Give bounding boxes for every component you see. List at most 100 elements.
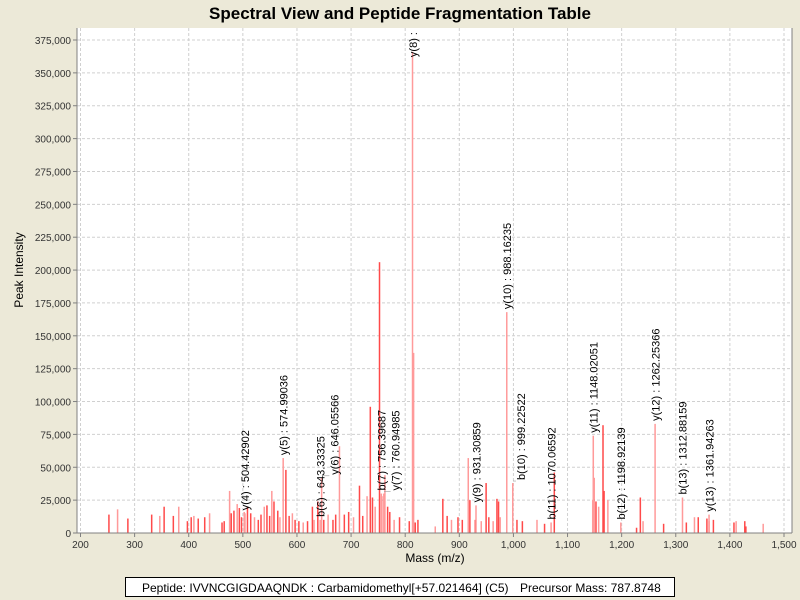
peak-bar (369, 406, 372, 533)
peak-bar (193, 515, 195, 533)
peak-bar (639, 497, 642, 533)
peak-bar (389, 511, 391, 533)
peak-annotation: b(13) : 1312.88159 (678, 402, 690, 495)
chart-title: Spectral View and Peptide Fragmentation … (209, 4, 591, 23)
peak-bar (492, 521, 494, 533)
peak-bar (260, 514, 262, 533)
peak-bar (706, 518, 708, 533)
peak-bar (712, 519, 715, 533)
peak-bar (352, 517, 355, 533)
y-tick-label: 250,000 (35, 200, 72, 211)
peak-bar (361, 515, 364, 533)
x-tick-label: 1,500 (771, 540, 796, 551)
peak-bar (197, 518, 199, 533)
y-tick-label: 325,000 (35, 102, 72, 113)
y-tick-label: 275,000 (35, 167, 72, 178)
x-tick-label: 900 (451, 540, 468, 551)
peak-bar (243, 511, 245, 533)
y-tick-label: 75,000 (40, 430, 71, 441)
peak-bar (733, 522, 735, 533)
x-tick-label: 1,400 (717, 540, 742, 551)
peak-bar (172, 515, 175, 533)
peak-bar (302, 522, 304, 533)
peak-bar (685, 522, 688, 533)
peak-bar (277, 510, 279, 533)
x-tick-label: 700 (343, 540, 360, 551)
peak-bar (543, 523, 546, 533)
annotated-peak-bar (282, 458, 284, 533)
peak-bar (408, 521, 411, 533)
peak-annotation: y(5) : 574.99036 (278, 375, 290, 455)
peak-bar (603, 490, 605, 533)
x-axis-label: Mass (m/z) (405, 551, 464, 565)
peak-bar (273, 501, 275, 533)
peak-bar (240, 517, 243, 533)
peak-bar (469, 500, 471, 533)
annotated-peak-bar (475, 505, 477, 533)
y-axis-label: Peak Intensity (12, 232, 26, 307)
peak-bar (298, 521, 300, 533)
y-tick-label: 100,000 (35, 398, 72, 409)
peak-annotation: y(9) : 931.30859 (471, 422, 483, 502)
peak-bar (347, 511, 350, 533)
legend-peptide: Peptide: IVVNCGIGDAAQNDK : Carbamidometh… (142, 581, 509, 595)
peak-bar (271, 490, 273, 533)
y-tick-label: 0 (65, 529, 71, 540)
y-tick-label: 200,000 (35, 266, 72, 277)
peak-bar (536, 519, 538, 533)
peak-bar (442, 498, 444, 533)
peak-bar (446, 515, 448, 533)
x-tick-label: 800 (397, 540, 414, 551)
peak-bar (228, 490, 231, 533)
peak-annotation: b(6) : 643.33325 (315, 436, 327, 517)
legend-box: Peptide: IVVNCGIGDAAQNDK : Carbamidometh… (125, 577, 675, 597)
y-tick-label: 50,000 (40, 463, 71, 474)
peak-bar (285, 469, 287, 533)
peak-bar (223, 521, 225, 533)
annotated-peak-bar (320, 477, 323, 533)
peak-bar (642, 521, 644, 533)
peak-bar (417, 519, 419, 533)
peak-bar (288, 515, 290, 533)
y-tick-label: 300,000 (35, 135, 72, 146)
y-tick-label: 175,000 (35, 299, 72, 310)
peak-bar (108, 514, 110, 533)
peak-bar (266, 505, 268, 533)
peak-bar (662, 523, 665, 533)
annotated-peak-bar (380, 493, 383, 533)
annotated-peak-bar (592, 435, 595, 533)
annotated-peak-bar (681, 497, 684, 533)
y-tick-label: 25,000 (40, 496, 71, 507)
y-tick-label: 350,000 (35, 69, 72, 80)
peak-bar (378, 262, 381, 533)
annotated-peak-bar (708, 514, 710, 533)
peak-bar (268, 515, 271, 533)
peak-bar (607, 500, 609, 533)
peak-annotation: y(7) : 760.94985 (391, 410, 403, 490)
peak-bar (127, 518, 129, 533)
peak-bar (744, 521, 746, 533)
peak-bar (163, 506, 165, 533)
peak-bar (461, 519, 464, 533)
peak-bar (190, 517, 192, 533)
peak-bar (343, 514, 346, 533)
peak-bar (371, 497, 374, 533)
peak-bar (602, 425, 604, 533)
peak-bar (332, 519, 334, 533)
peak-bar (635, 527, 638, 533)
peak-bar (150, 514, 153, 533)
y-tick-label: 375,000 (35, 36, 72, 47)
peak-bar (279, 517, 281, 533)
peak-bar (485, 483, 487, 533)
peak-bar (434, 526, 436, 533)
peak-bar (467, 458, 470, 533)
peak-bar (306, 521, 309, 533)
peak-bar (412, 352, 415, 533)
peak-bar (233, 510, 235, 533)
peak-bar (398, 517, 401, 533)
peak-annotation: b(7) : 756.39687 (377, 410, 389, 491)
annotated-peak-bar (620, 522, 622, 533)
peak-bar (496, 498, 498, 533)
peak-bar (236, 504, 238, 533)
peak-bar (230, 513, 232, 533)
